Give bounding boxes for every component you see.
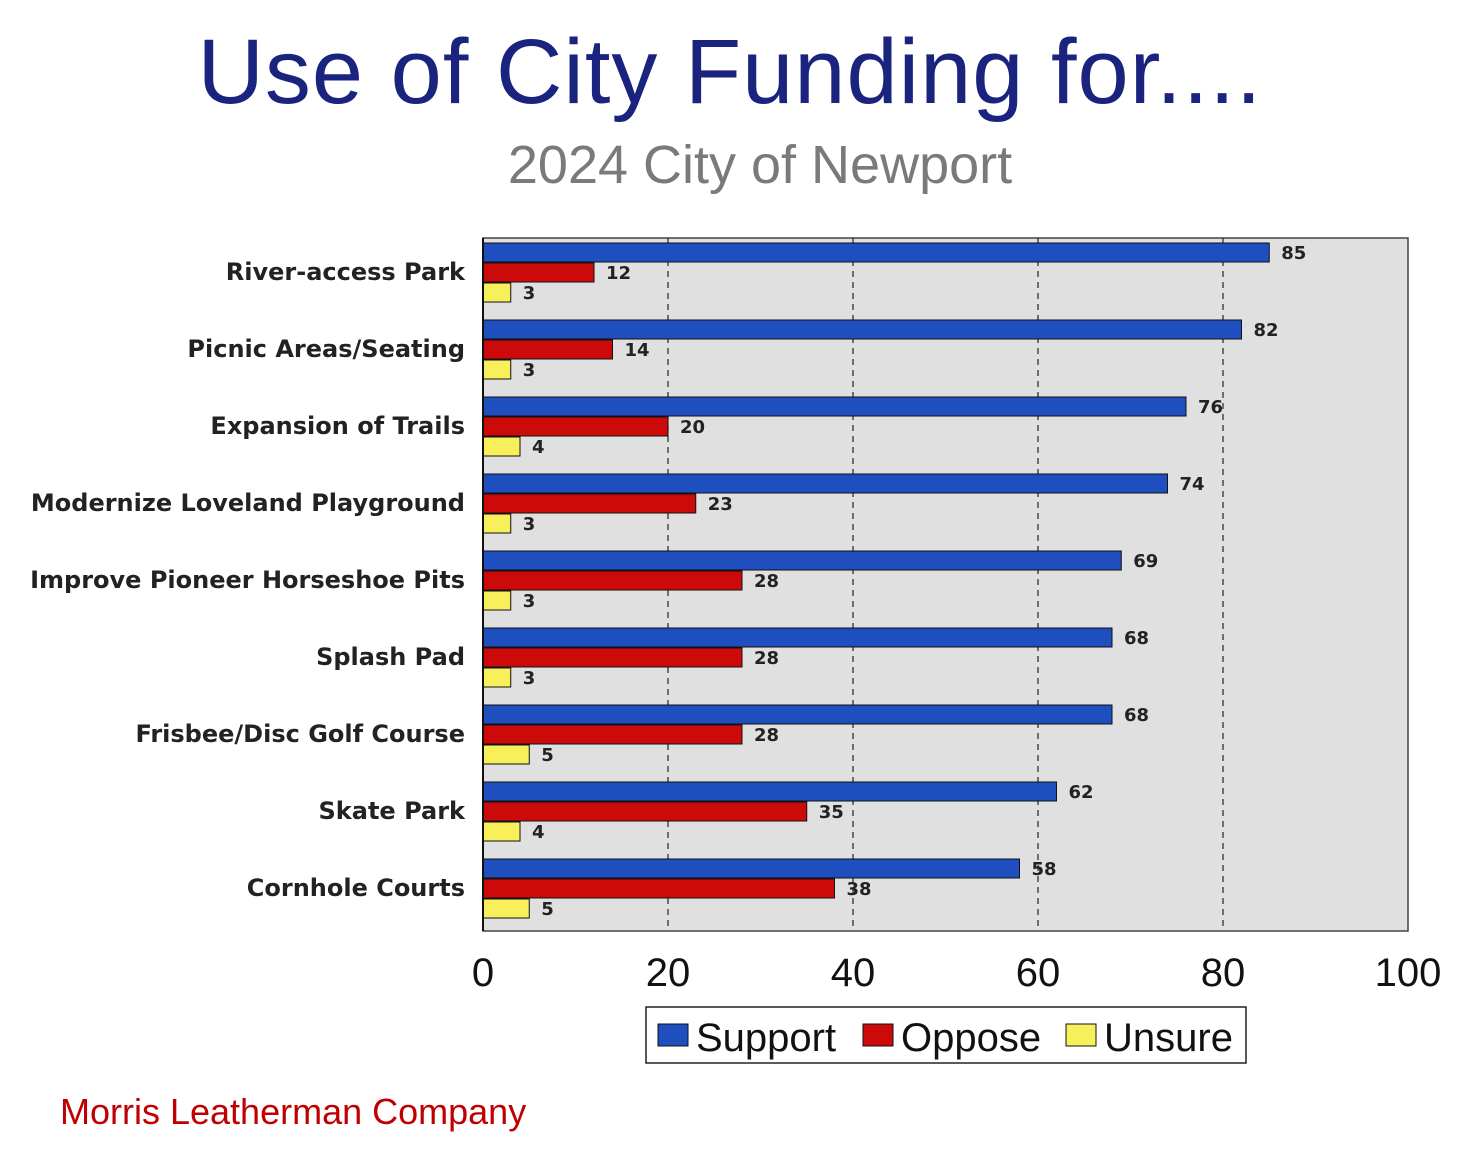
- bar-oppose-frisbee-disc-golf-course: [482, 724, 743, 745]
- value-label-support-modernize-loveland-playground: 74: [1180, 474, 1205, 495]
- bar-support-picnic-areas-seating: [482, 319, 1242, 340]
- value-label-oppose-river-access-park: 12: [606, 263, 631, 284]
- bar-oppose-picnic-areas-seating: [482, 339, 613, 360]
- x-tick-label-20: 20: [646, 951, 691, 995]
- bar-support-river-access-park: [482, 242, 1270, 263]
- category-label-river-access-park: River-access Park: [226, 258, 466, 286]
- value-label-support-expansion-of-trails: 76: [1198, 397, 1223, 418]
- legend: [645, 1006, 1247, 1064]
- x-tick-label-0: 0: [472, 951, 494, 995]
- bar-unsure-cornhole-courts: [482, 898, 530, 919]
- bar-oppose-improve-pioneer-horseshoe-pits: [482, 570, 743, 591]
- value-label-oppose-improve-pioneer-horseshoe-pits: 28: [754, 571, 779, 592]
- x-tick-label-100: 100: [1375, 951, 1442, 995]
- bar-unsure-frisbee-disc-golf-course: [482, 744, 530, 765]
- x-tick-label-80: 80: [1201, 951, 1246, 995]
- value-label-oppose-expansion-of-trails: 20: [680, 417, 705, 438]
- category-label-modernize-loveland-playground: Modernize Loveland Playground: [31, 489, 465, 517]
- category-label-skate-park: Skate Park: [319, 797, 467, 825]
- company-footer: Morris Leatherman Company: [60, 1091, 527, 1132]
- bar-unsure-modernize-loveland-playground: [482, 513, 512, 534]
- legend-swatch-support: [657, 1023, 689, 1047]
- legend-label-unsure: Unsure: [1104, 1016, 1233, 1060]
- bar-support-expansion-of-trails: [482, 396, 1187, 417]
- category-label-splash-pad: Splash Pad: [316, 643, 465, 671]
- value-label-unsure-modernize-loveland-playground: 3: [523, 514, 536, 535]
- bar-unsure-splash-pad: [482, 667, 512, 688]
- value-label-unsure-skate-park: 4: [532, 822, 545, 843]
- value-label-support-frisbee-disc-golf-course: 68: [1124, 705, 1149, 726]
- bar-unsure-river-access-park: [482, 282, 512, 303]
- value-label-support-picnic-areas-seating: 82: [1254, 320, 1279, 341]
- value-label-support-splash-pad: 68: [1124, 628, 1149, 649]
- value-label-support-river-access-park: 85: [1281, 243, 1306, 264]
- x-tick-label-40: 40: [831, 951, 876, 995]
- category-label-improve-pioneer-horseshoe-pits: Improve Pioneer Horseshoe Pits: [30, 566, 465, 594]
- value-label-oppose-splash-pad: 28: [754, 648, 779, 669]
- value-label-oppose-cornhole-courts: 38: [847, 879, 872, 900]
- bar-support-splash-pad: [482, 627, 1113, 648]
- chart-subtitle: 2024 City of Newport: [507, 135, 1013, 195]
- value-label-unsure-frisbee-disc-golf-course: 5: [541, 745, 554, 766]
- category-label-cornhole-courts: Cornhole Courts: [247, 874, 465, 902]
- value-label-oppose-frisbee-disc-golf-course: 28: [754, 725, 779, 746]
- value-label-support-improve-pioneer-horseshoe-pits: 69: [1133, 551, 1158, 572]
- legend-label-support: Support: [696, 1016, 836, 1060]
- value-label-oppose-picnic-areas-seating: 14: [625, 340, 650, 361]
- bar-unsure-skate-park: [482, 821, 521, 842]
- legend-label-oppose: Oppose: [901, 1016, 1041, 1060]
- x-tick-label-60: 60: [1016, 951, 1061, 995]
- bar-support-cornhole-courts: [482, 858, 1020, 879]
- chart-title: Use of City Funding for....: [197, 21, 1263, 123]
- bar-oppose-cornhole-courts: [482, 878, 835, 899]
- bar-oppose-expansion-of-trails: [482, 416, 669, 437]
- value-label-unsure-expansion-of-trails: 4: [532, 437, 545, 458]
- value-label-unsure-splash-pad: 3: [523, 668, 536, 689]
- value-label-unsure-picnic-areas-seating: 3: [523, 360, 536, 381]
- value-label-oppose-skate-park: 35: [819, 802, 844, 823]
- value-label-support-skate-park: 62: [1069, 782, 1094, 803]
- bar-support-modernize-loveland-playground: [482, 473, 1168, 494]
- bar-support-frisbee-disc-golf-course: [482, 704, 1113, 725]
- bar-oppose-river-access-park: [482, 262, 595, 283]
- bar-oppose-skate-park: [482, 801, 808, 822]
- bar-support-improve-pioneer-horseshoe-pits: [482, 550, 1122, 571]
- category-label-picnic-areas-seating: Picnic Areas/Seating: [187, 335, 465, 363]
- value-label-unsure-cornhole-courts: 5: [541, 899, 554, 920]
- category-label-expansion-of-trails: Expansion of Trails: [210, 412, 465, 440]
- bar-unsure-improve-pioneer-horseshoe-pits: [482, 590, 512, 611]
- legend-swatch-unsure: [1065, 1023, 1097, 1047]
- legend-swatch-oppose: [862, 1023, 894, 1047]
- value-label-oppose-modernize-loveland-playground: 23: [708, 494, 733, 515]
- value-label-unsure-river-access-park: 3: [523, 283, 536, 304]
- bar-unsure-expansion-of-trails: [482, 436, 521, 457]
- bar-support-skate-park: [482, 781, 1057, 802]
- bar-oppose-modernize-loveland-playground: [482, 493, 697, 514]
- bar-unsure-picnic-areas-seating: [482, 359, 512, 380]
- value-label-support-cornhole-courts: 58: [1032, 859, 1057, 880]
- category-label-frisbee-disc-golf-course: Frisbee/Disc Golf Course: [135, 720, 465, 748]
- bar-oppose-splash-pad: [482, 647, 743, 668]
- value-label-unsure-improve-pioneer-horseshoe-pits: 3: [523, 591, 536, 612]
